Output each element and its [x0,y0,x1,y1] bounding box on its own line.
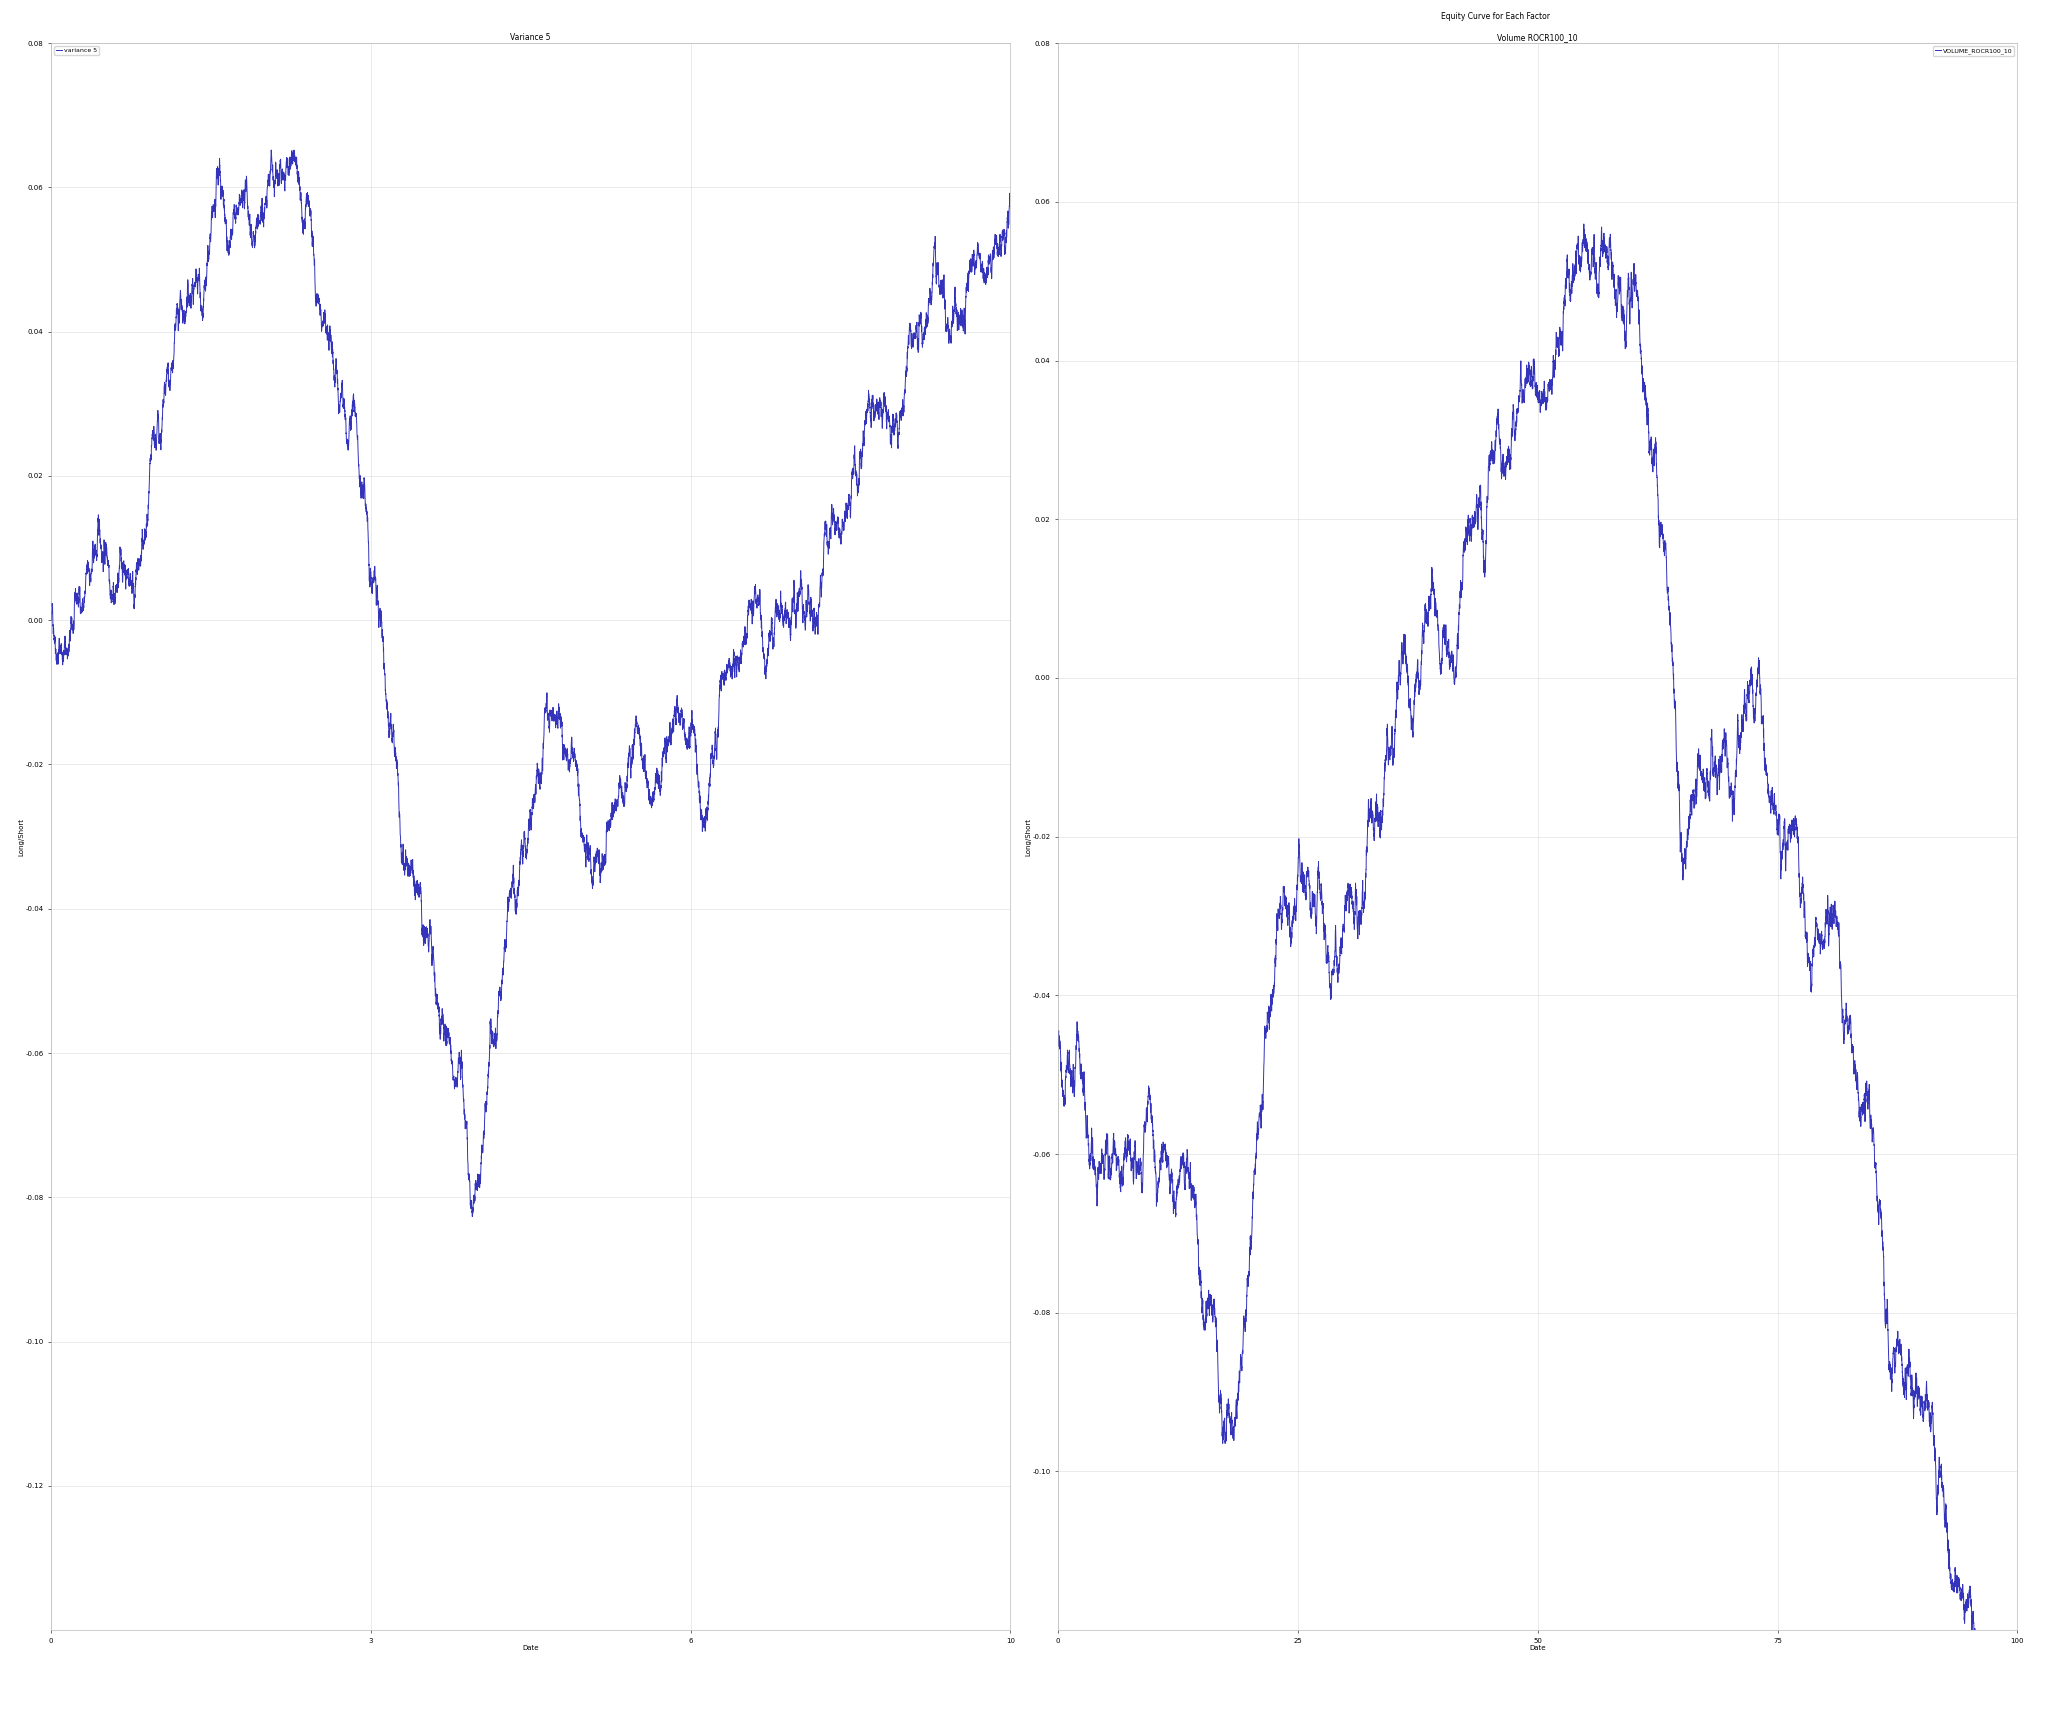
Y-axis label: Long/Short: Long/Short [18,818,25,856]
Title: Volume ROCR100_10: Volume ROCR100_10 [1497,33,1579,43]
Y-axis label: Long/Short: Long/Short [1024,818,1030,856]
Legend: variance 5: variance 5 [55,47,98,55]
Title: Variance 5: Variance 5 [510,33,551,43]
Text: Equity Curve for Each Factor: Equity Curve for Each Factor [1440,12,1550,21]
X-axis label: Date: Date [1530,1646,1546,1651]
X-axis label: Date: Date [522,1646,539,1651]
Legend: VOLUME_ROCR100_10: VOLUME_ROCR100_10 [1933,47,2013,55]
